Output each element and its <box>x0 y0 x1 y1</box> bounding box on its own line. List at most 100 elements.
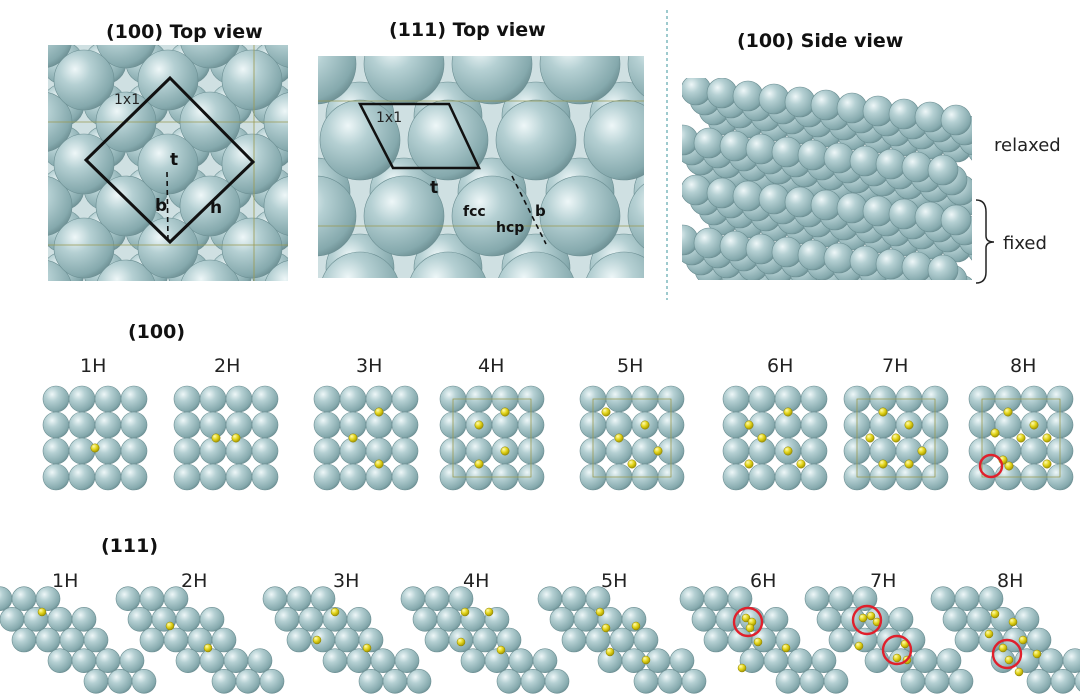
surface-atom <box>318 175 357 257</box>
hydrogen-atom <box>348 433 358 443</box>
surface-atom <box>274 607 300 632</box>
surface-atom <box>800 463 828 491</box>
cell-label-100: 1x1 <box>114 92 140 108</box>
surface-atom <box>95 175 157 237</box>
hydrogen-atom <box>737 663 747 673</box>
surface-atom <box>412 607 438 632</box>
surface-atom <box>107 668 133 694</box>
structure-111-8h <box>930 586 1080 694</box>
surface-atom <box>173 463 201 491</box>
subsurface-atom <box>546 310 614 378</box>
surface-atom <box>68 411 96 439</box>
surface-atom <box>573 607 599 632</box>
side-atom <box>836 92 868 124</box>
subsurface-atom <box>810 310 878 378</box>
surface-atom <box>448 586 474 612</box>
hydrogen-atom <box>330 607 340 617</box>
subsurface-atom <box>294 294 336 336</box>
surface-atom <box>1074 671 1080 692</box>
subsurface-atom <box>378 336 420 378</box>
side-atom <box>758 83 790 115</box>
structure-111-6h <box>679 586 849 694</box>
structure-100-8h <box>968 385 1074 491</box>
surface-atom <box>319 99 401 181</box>
side-atom <box>823 142 855 174</box>
surface-atom <box>679 586 705 612</box>
side-atom <box>929 282 959 312</box>
side-atom <box>967 239 972 261</box>
surface-atom <box>11 627 37 653</box>
hydrogen-atom <box>783 407 793 417</box>
side-atom <box>745 233 777 265</box>
coverage-labels-111: 1H 2H 3H 4H 5H 6H 7H 8H <box>52 570 1023 592</box>
side-atom <box>810 89 842 121</box>
coverage-structures-111 <box>0 586 1080 694</box>
side-atom <box>875 248 907 280</box>
surface-atom <box>298 607 324 632</box>
surface-atom <box>47 607 73 632</box>
hydrogen-atom <box>1008 617 1018 627</box>
surface-atom <box>313 411 341 439</box>
coverage-labels-100: 1H 2H 3H 4H 5H 6H 7H 8H <box>80 355 1036 377</box>
subsurface-atom <box>252 294 294 336</box>
surface-atom <box>211 627 237 653</box>
surface-atom <box>163 586 189 612</box>
hydrogen-atom <box>496 645 506 655</box>
side-atom <box>810 189 842 221</box>
surface-atom <box>760 0 840 28</box>
subsurface-atom <box>282 310 350 378</box>
surface-atom <box>265 260 288 281</box>
coverage-label-100-3h: 3H <box>356 355 382 377</box>
surface-atom <box>748 463 776 491</box>
surface-atom <box>48 45 72 68</box>
surface-atom <box>924 668 950 694</box>
surface-atom <box>83 668 109 694</box>
side-atom <box>888 198 920 230</box>
side-atom <box>771 236 803 268</box>
coverage-label-111-6h: 6H <box>750 570 776 592</box>
surface-atom <box>199 411 227 439</box>
surface-atom <box>251 437 279 465</box>
surface-atom <box>0 50 30 110</box>
hydrogen-atom <box>984 629 994 639</box>
hydrogen-atom <box>1042 433 1052 443</box>
surface-atom <box>800 437 828 465</box>
title-100-side-view: (100) Side view <box>737 30 903 52</box>
surface-atom <box>852 586 878 612</box>
supercell-outline <box>856 398 936 478</box>
surface-atom <box>286 627 312 653</box>
side-atom <box>914 101 946 133</box>
side-atom <box>719 130 751 162</box>
surface-atom <box>48 176 73 236</box>
surface-atom <box>139 586 165 612</box>
surface-atom <box>966 607 992 632</box>
surface-atom <box>222 302 282 362</box>
side-atom <box>784 86 816 118</box>
surface-atom <box>306 0 366 26</box>
surface-atom <box>888 607 914 632</box>
surface-atom <box>748 385 776 413</box>
surface-atom <box>424 627 450 653</box>
surface-atom <box>313 437 341 465</box>
side-atom <box>682 174 712 206</box>
hydrogen-atom <box>998 643 1008 653</box>
site-label-hcp-111: hcp <box>496 220 524 236</box>
side-atom <box>797 239 829 271</box>
coverage-label-100-2h: 2H <box>214 355 240 377</box>
surface-atom <box>120 385 148 413</box>
site-path-111 <box>511 175 547 245</box>
surface-atom <box>561 627 587 653</box>
surface-atom <box>173 437 201 465</box>
surface-atom <box>816 607 842 632</box>
subsurface-atom <box>634 310 702 378</box>
surface-atom <box>339 463 367 491</box>
surface-atom <box>1050 668 1076 694</box>
surface-atom <box>48 260 71 281</box>
surface-atom <box>633 668 659 694</box>
surface-atom <box>451 56 533 105</box>
surface-atom <box>0 218 30 278</box>
side-atom <box>693 127 725 159</box>
subsurface-atom <box>0 336 42 378</box>
surface-atom <box>672 0 752 28</box>
surface-atom <box>1026 668 1052 694</box>
